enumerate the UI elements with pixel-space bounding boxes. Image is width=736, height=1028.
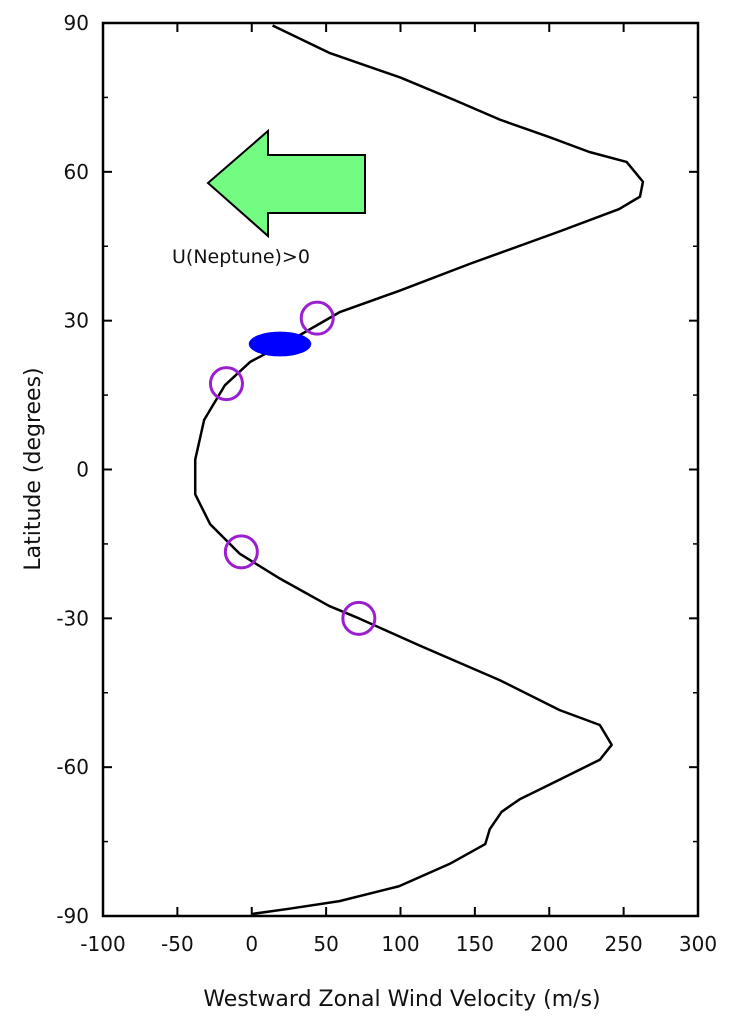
x-tick-label: 50	[313, 932, 338, 956]
x-tick-label: 300	[679, 932, 717, 956]
annotation-label: U(Neptune)>0	[172, 246, 310, 268]
y-tick-label: 60	[64, 160, 89, 184]
x-tick-label: 200	[530, 932, 568, 956]
y-axis-label: Latitude (degrees)	[21, 367, 46, 570]
x-tick-label: 250	[605, 932, 643, 956]
y-tick-label: -30	[56, 606, 89, 630]
arrow-left-icon	[206, 128, 366, 239]
circle-marker	[299, 300, 335, 336]
x-tick-label: 150	[456, 932, 494, 956]
circle-marker	[208, 366, 244, 402]
x-tick-label: 100	[381, 932, 419, 956]
x-tick-label: -100	[80, 932, 125, 956]
y-tick-label: 90	[64, 11, 89, 35]
wind-profile-line	[193, 24, 645, 916]
x-tick-label: 0	[245, 932, 258, 956]
y-tick-label: 30	[64, 309, 89, 333]
y-tick-label: -90	[56, 904, 89, 928]
circle-marker	[341, 600, 377, 636]
x-tick-label: -50	[161, 932, 194, 956]
y-tick-label: -60	[56, 755, 89, 779]
blue-ellipse-marker	[248, 331, 312, 357]
x-axis-label: Westward Zonal Wind Velocity (m/s)	[203, 987, 600, 1012]
circle-marker	[223, 534, 259, 570]
y-tick-label: 0	[76, 458, 89, 482]
